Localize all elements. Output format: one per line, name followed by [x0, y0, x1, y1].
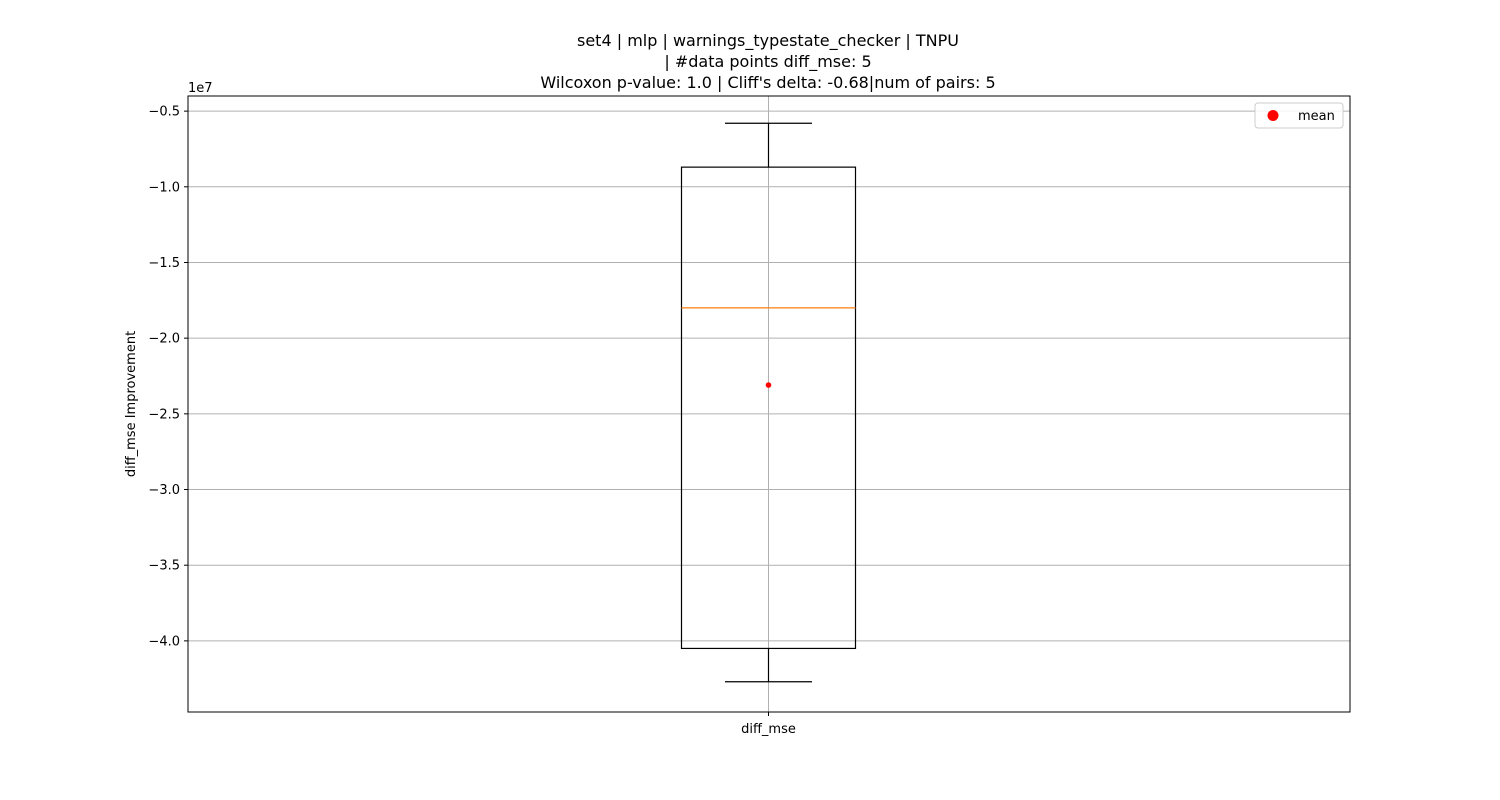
grid-lines [188, 96, 1350, 712]
box-plot-elements [680, 122, 857, 683]
y-tick-label: −1.5 [148, 256, 180, 271]
x-tick-label: diff_mse [741, 722, 796, 737]
y-tick-label: −3.5 [148, 559, 180, 574]
y-tick-label: −0.5 [148, 105, 180, 120]
title-line-3: Wilcoxon p-value: 1.0 | Cliff's delta: -… [540, 73, 995, 92]
legend-frame [1254, 102, 1344, 129]
mean-marker [765, 382, 772, 388]
y-tick-label: −2.5 [148, 407, 180, 422]
y-axis-label: diff_mse Improvement [124, 331, 139, 477]
y-tick-label: −2.0 [148, 332, 180, 347]
x-axis-ticks: diff_mse [741, 712, 796, 737]
y-tick-label: −3.0 [148, 483, 180, 498]
legend-mean-marker [1267, 110, 1279, 121]
title-line-2: | #data points diff_mse: 5 [664, 52, 871, 72]
chart-title: set4 | mlp | warnings_typestate_checker … [540, 31, 995, 92]
y-tick-label: −4.0 [148, 634, 180, 649]
y-offset-label: 1e7 [188, 81, 213, 96]
legend: mean [1254, 102, 1344, 129]
y-axis-ticks: −0.5 −1.0 −1.5 −2.0 −2.5 −3.0 −3.5 −4.0 [148, 105, 188, 649]
title-line-1: set4 | mlp | warnings_typestate_checker … [577, 31, 959, 51]
legend-mean-label: mean [1298, 109, 1335, 124]
y-tick-label: −1.0 [148, 180, 180, 195]
